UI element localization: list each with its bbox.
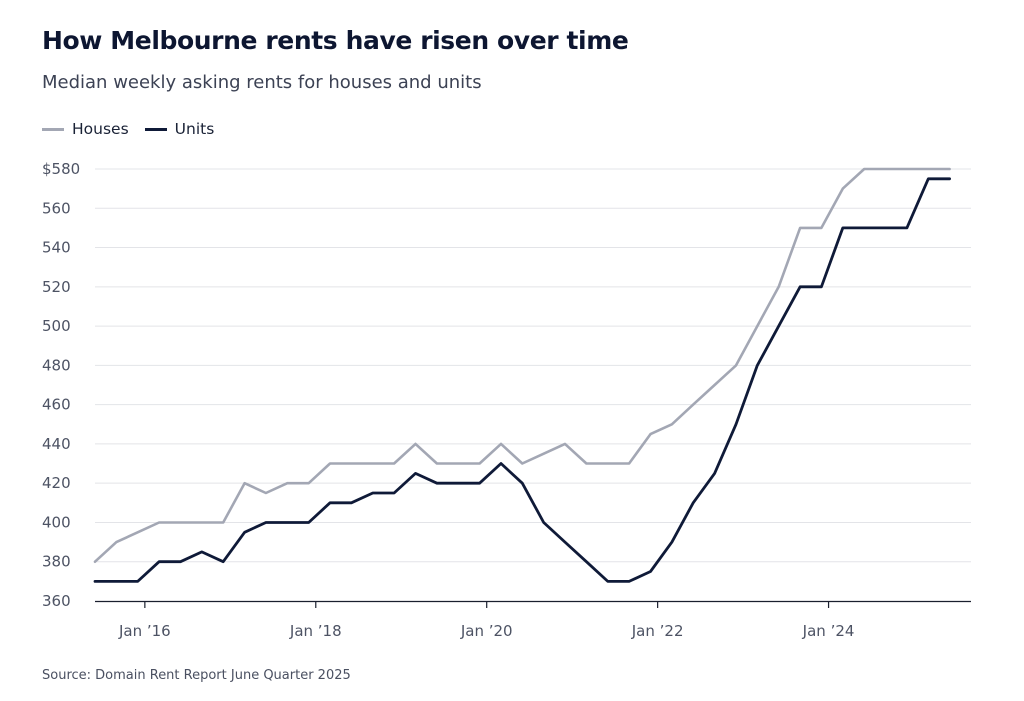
series-line-houses [93, 167, 951, 564]
y-tick-label: 360 [42, 592, 71, 610]
legend-item-houses: Houses [42, 120, 129, 138]
legend-swatch-units [144, 127, 167, 131]
y-tick-label: 440 [42, 435, 71, 453]
legend-swatch-houses [42, 127, 64, 131]
y-tick-label: 420 [42, 474, 71, 492]
legend: Houses Units [42, 120, 230, 138]
y-tick-label: 480 [42, 356, 71, 374]
y-tick-label: 380 [42, 553, 71, 571]
x-tick-label: Jan ’24 [802, 622, 855, 640]
series-line-units [93, 177, 951, 583]
legend-label-units: Units [174, 120, 215, 138]
x-tick-label: Jan ’16 [118, 622, 171, 640]
y-tick-label: 460 [42, 396, 71, 414]
chart-subtitle: Median weekly asking rents for houses an… [42, 72, 482, 93]
x-tick-label: Jan ’22 [631, 622, 684, 640]
chart-title: How Melbourne rents have risen over time [42, 26, 629, 55]
y-tick-label: 560 [42, 199, 71, 217]
chart-source: Source: Domain Rent Report June Quarter … [42, 668, 351, 683]
y-tick-label: 520 [42, 278, 71, 296]
y-tick-label: 500 [42, 317, 71, 335]
x-tick-label: Jan ’18 [289, 622, 342, 640]
x-tick-label: Jan ’20 [460, 622, 513, 640]
y-tick-label: $580 [42, 160, 80, 178]
legend-label-houses: Houses [72, 120, 129, 138]
y-tick-label: 400 [42, 513, 71, 531]
legend-item-units: Units [144, 120, 215, 138]
y-tick-label: 540 [42, 239, 71, 257]
